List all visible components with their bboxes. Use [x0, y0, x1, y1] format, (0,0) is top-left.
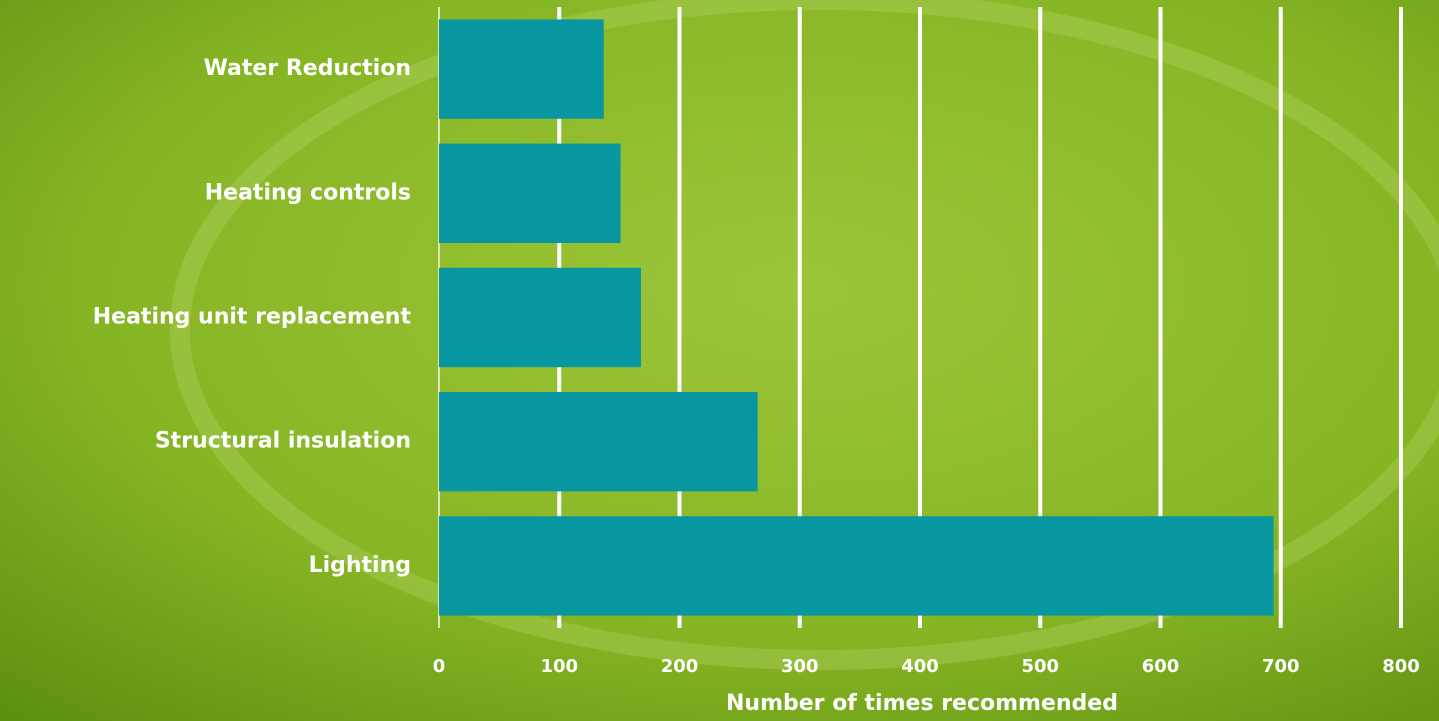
- x-tick-label: 200: [661, 656, 699, 677]
- bar: [439, 392, 758, 492]
- y-tick-label: Structural insulation: [155, 429, 411, 454]
- x-tick-label: 800: [1382, 656, 1420, 677]
- x-tick-label: 700: [1262, 656, 1300, 677]
- y-tick-label: Lighting: [309, 553, 411, 578]
- x-axis-title: Number of times recommended: [726, 691, 1118, 716]
- y-tick-label: Heating unit replacement: [93, 305, 412, 330]
- bar: [439, 516, 1274, 616]
- x-tick-label: 600: [1142, 656, 1180, 677]
- bar: [439, 19, 604, 119]
- x-tick-label: 400: [901, 656, 939, 677]
- bar: [439, 143, 621, 243]
- y-tick-label: Water Reduction: [204, 56, 411, 81]
- coin-decoration: [170, 0, 1439, 670]
- x-tick-label: 100: [540, 656, 578, 677]
- y-tick-label: Heating controls: [205, 180, 411, 205]
- x-tick-label: 300: [781, 656, 819, 677]
- bar: [439, 267, 642, 368]
- x-tick-label: 0: [433, 656, 446, 677]
- x-tick-label: 500: [1021, 656, 1059, 677]
